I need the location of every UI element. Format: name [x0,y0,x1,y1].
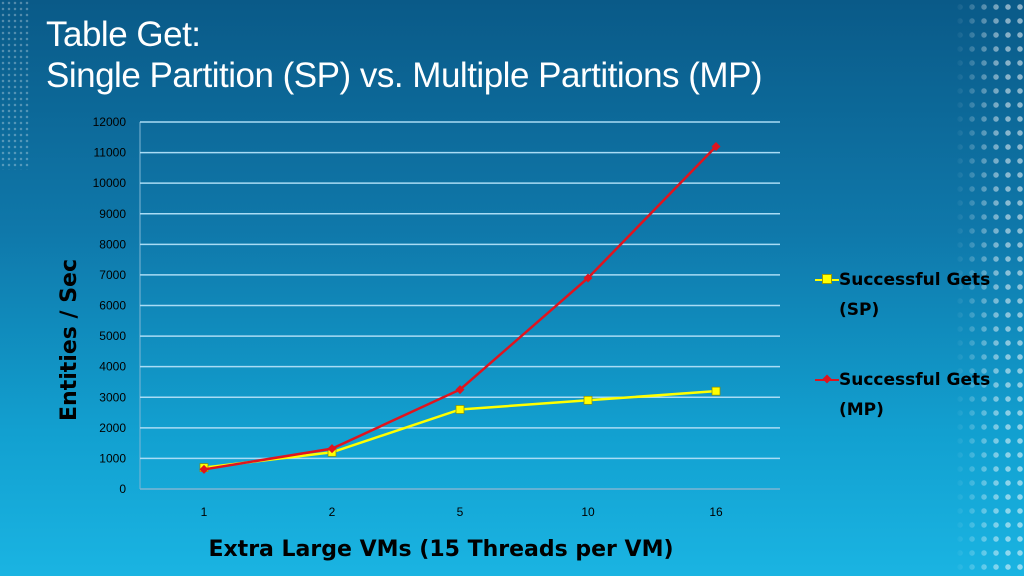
legend-item-sp: Successful Gets (SP) [815,265,1015,325]
square-marker-icon [822,274,832,284]
y-tick-label: 0 [119,482,126,496]
data-point-mp [583,273,593,283]
decorative-dots-left [0,0,30,170]
data-point-mp [199,464,209,474]
data-point-mp [455,385,465,395]
x-axis-label: Extra Large VMs (15 Threads per VM) [208,537,673,562]
y-tick-label: 12000 [93,115,127,129]
x-tick-label: 10 [581,505,595,519]
decorative-dots-right [954,0,1024,576]
legend-label-mp-2: (MP) [839,400,884,420]
legend-label-mp-1: Successful Gets [839,370,991,390]
y-tick-label: 1000 [99,451,126,465]
y-tick-label: 5000 [99,329,126,343]
y-tick-label: 4000 [99,360,126,374]
title-line-1: Table Get: [46,15,201,54]
y-tick-label: 2000 [99,421,126,435]
y-tick-label: 9000 [99,207,126,221]
data-point-sp [711,386,721,396]
legend-label-sp-1: Successful Gets [839,270,991,290]
x-tick-label: 1 [201,505,208,519]
data-point-sp [455,405,465,414]
x-tick-label: 16 [709,505,723,519]
y-tick-label: 6000 [99,299,126,313]
y-tick-label: 8000 [99,237,126,251]
series-line-mp [203,145,717,471]
title-line-2: Single Partition (SP) vs. Multiple Parti… [46,56,763,95]
y-tick-label: 3000 [99,390,126,404]
x-tick-label: 2 [329,505,336,519]
legend-item-mp: Successful Gets (MP) [815,365,1015,425]
y-tick-label: 7000 [99,268,126,282]
y-axis-label: Entities / Sec [57,259,82,421]
legend-label-sp-2: (SP) [839,300,880,320]
data-point-mp [711,141,721,151]
data-point-sp [583,395,593,405]
x-tick-label: 5 [457,505,464,519]
data-point-mp [327,444,337,454]
y-tick-label: 10000 [93,176,127,190]
slide-title: Table Get: Single Partition (SP) vs. Mul… [46,14,763,96]
y-tick-label: 11000 [94,146,127,160]
